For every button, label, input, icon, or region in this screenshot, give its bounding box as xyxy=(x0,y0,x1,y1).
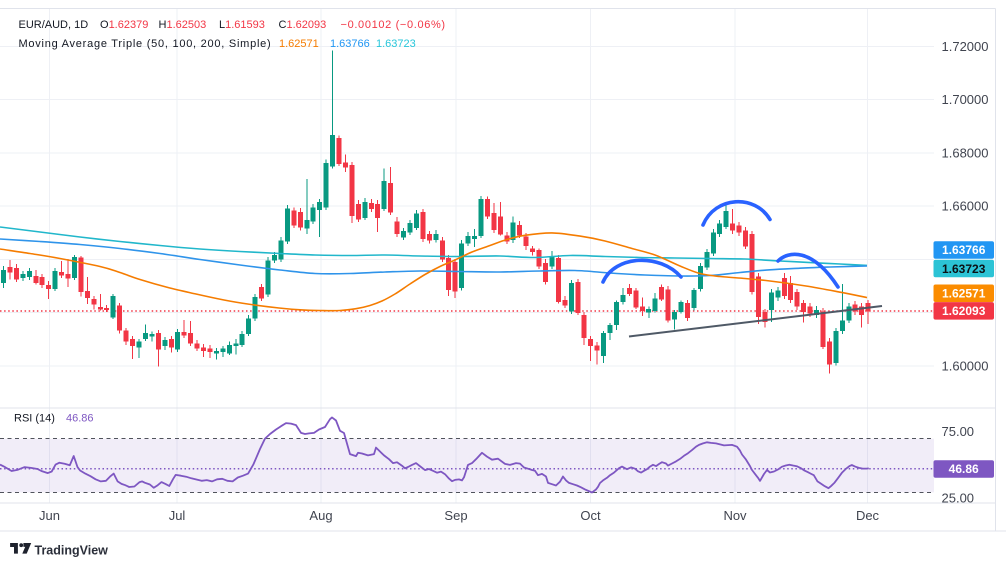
svg-text:1.63766: 1.63766 xyxy=(942,243,986,257)
svg-text:L1.61593: L1.61593 xyxy=(219,19,265,31)
svg-text:Oct: Oct xyxy=(580,508,601,523)
svg-text:1.72000: 1.72000 xyxy=(942,39,989,54)
svg-text:Moving Average Triple (50, 100: Moving Average Triple (50, 100, 200, Sim… xyxy=(19,38,272,50)
svg-text:EUR/AUD, 1D: EUR/AUD, 1D xyxy=(19,19,89,31)
svg-text:TradingView: TradingView xyxy=(35,543,109,557)
svg-text:46.86: 46.86 xyxy=(66,413,94,425)
svg-text:1.68000: 1.68000 xyxy=(942,145,989,160)
svg-text:1.62571: 1.62571 xyxy=(279,38,319,50)
svg-text:1.63766: 1.63766 xyxy=(330,38,370,50)
svg-text:1.66000: 1.66000 xyxy=(942,199,989,214)
svg-text:Jul: Jul xyxy=(169,508,186,523)
svg-text:H1.62503: H1.62503 xyxy=(159,19,207,31)
svg-text:1.70000: 1.70000 xyxy=(942,92,989,107)
svg-text:1.60000: 1.60000 xyxy=(942,359,989,374)
svg-text:1.63723: 1.63723 xyxy=(376,38,416,50)
svg-text:−0.00102 (−0.06%): −0.00102 (−0.06%) xyxy=(341,19,446,31)
svg-text:75.00: 75.00 xyxy=(942,424,975,439)
svg-text:RSI (14): RSI (14) xyxy=(14,413,55,425)
svg-text:O1.62379: O1.62379 xyxy=(100,19,148,31)
svg-text:Jun: Jun xyxy=(39,508,60,523)
svg-text:Nov: Nov xyxy=(723,508,747,523)
svg-text:Aug: Aug xyxy=(309,508,332,523)
svg-text:C1.62093: C1.62093 xyxy=(279,19,327,31)
svg-text:1.62093: 1.62093 xyxy=(942,304,986,318)
svg-text:1.62571: 1.62571 xyxy=(942,287,986,301)
svg-text:Sep: Sep xyxy=(444,508,467,523)
svg-text:Dec: Dec xyxy=(856,508,880,523)
svg-text:25.00: 25.00 xyxy=(942,490,975,505)
svg-text:1.63723: 1.63723 xyxy=(942,262,986,276)
svg-text:46.86: 46.86 xyxy=(949,462,979,476)
